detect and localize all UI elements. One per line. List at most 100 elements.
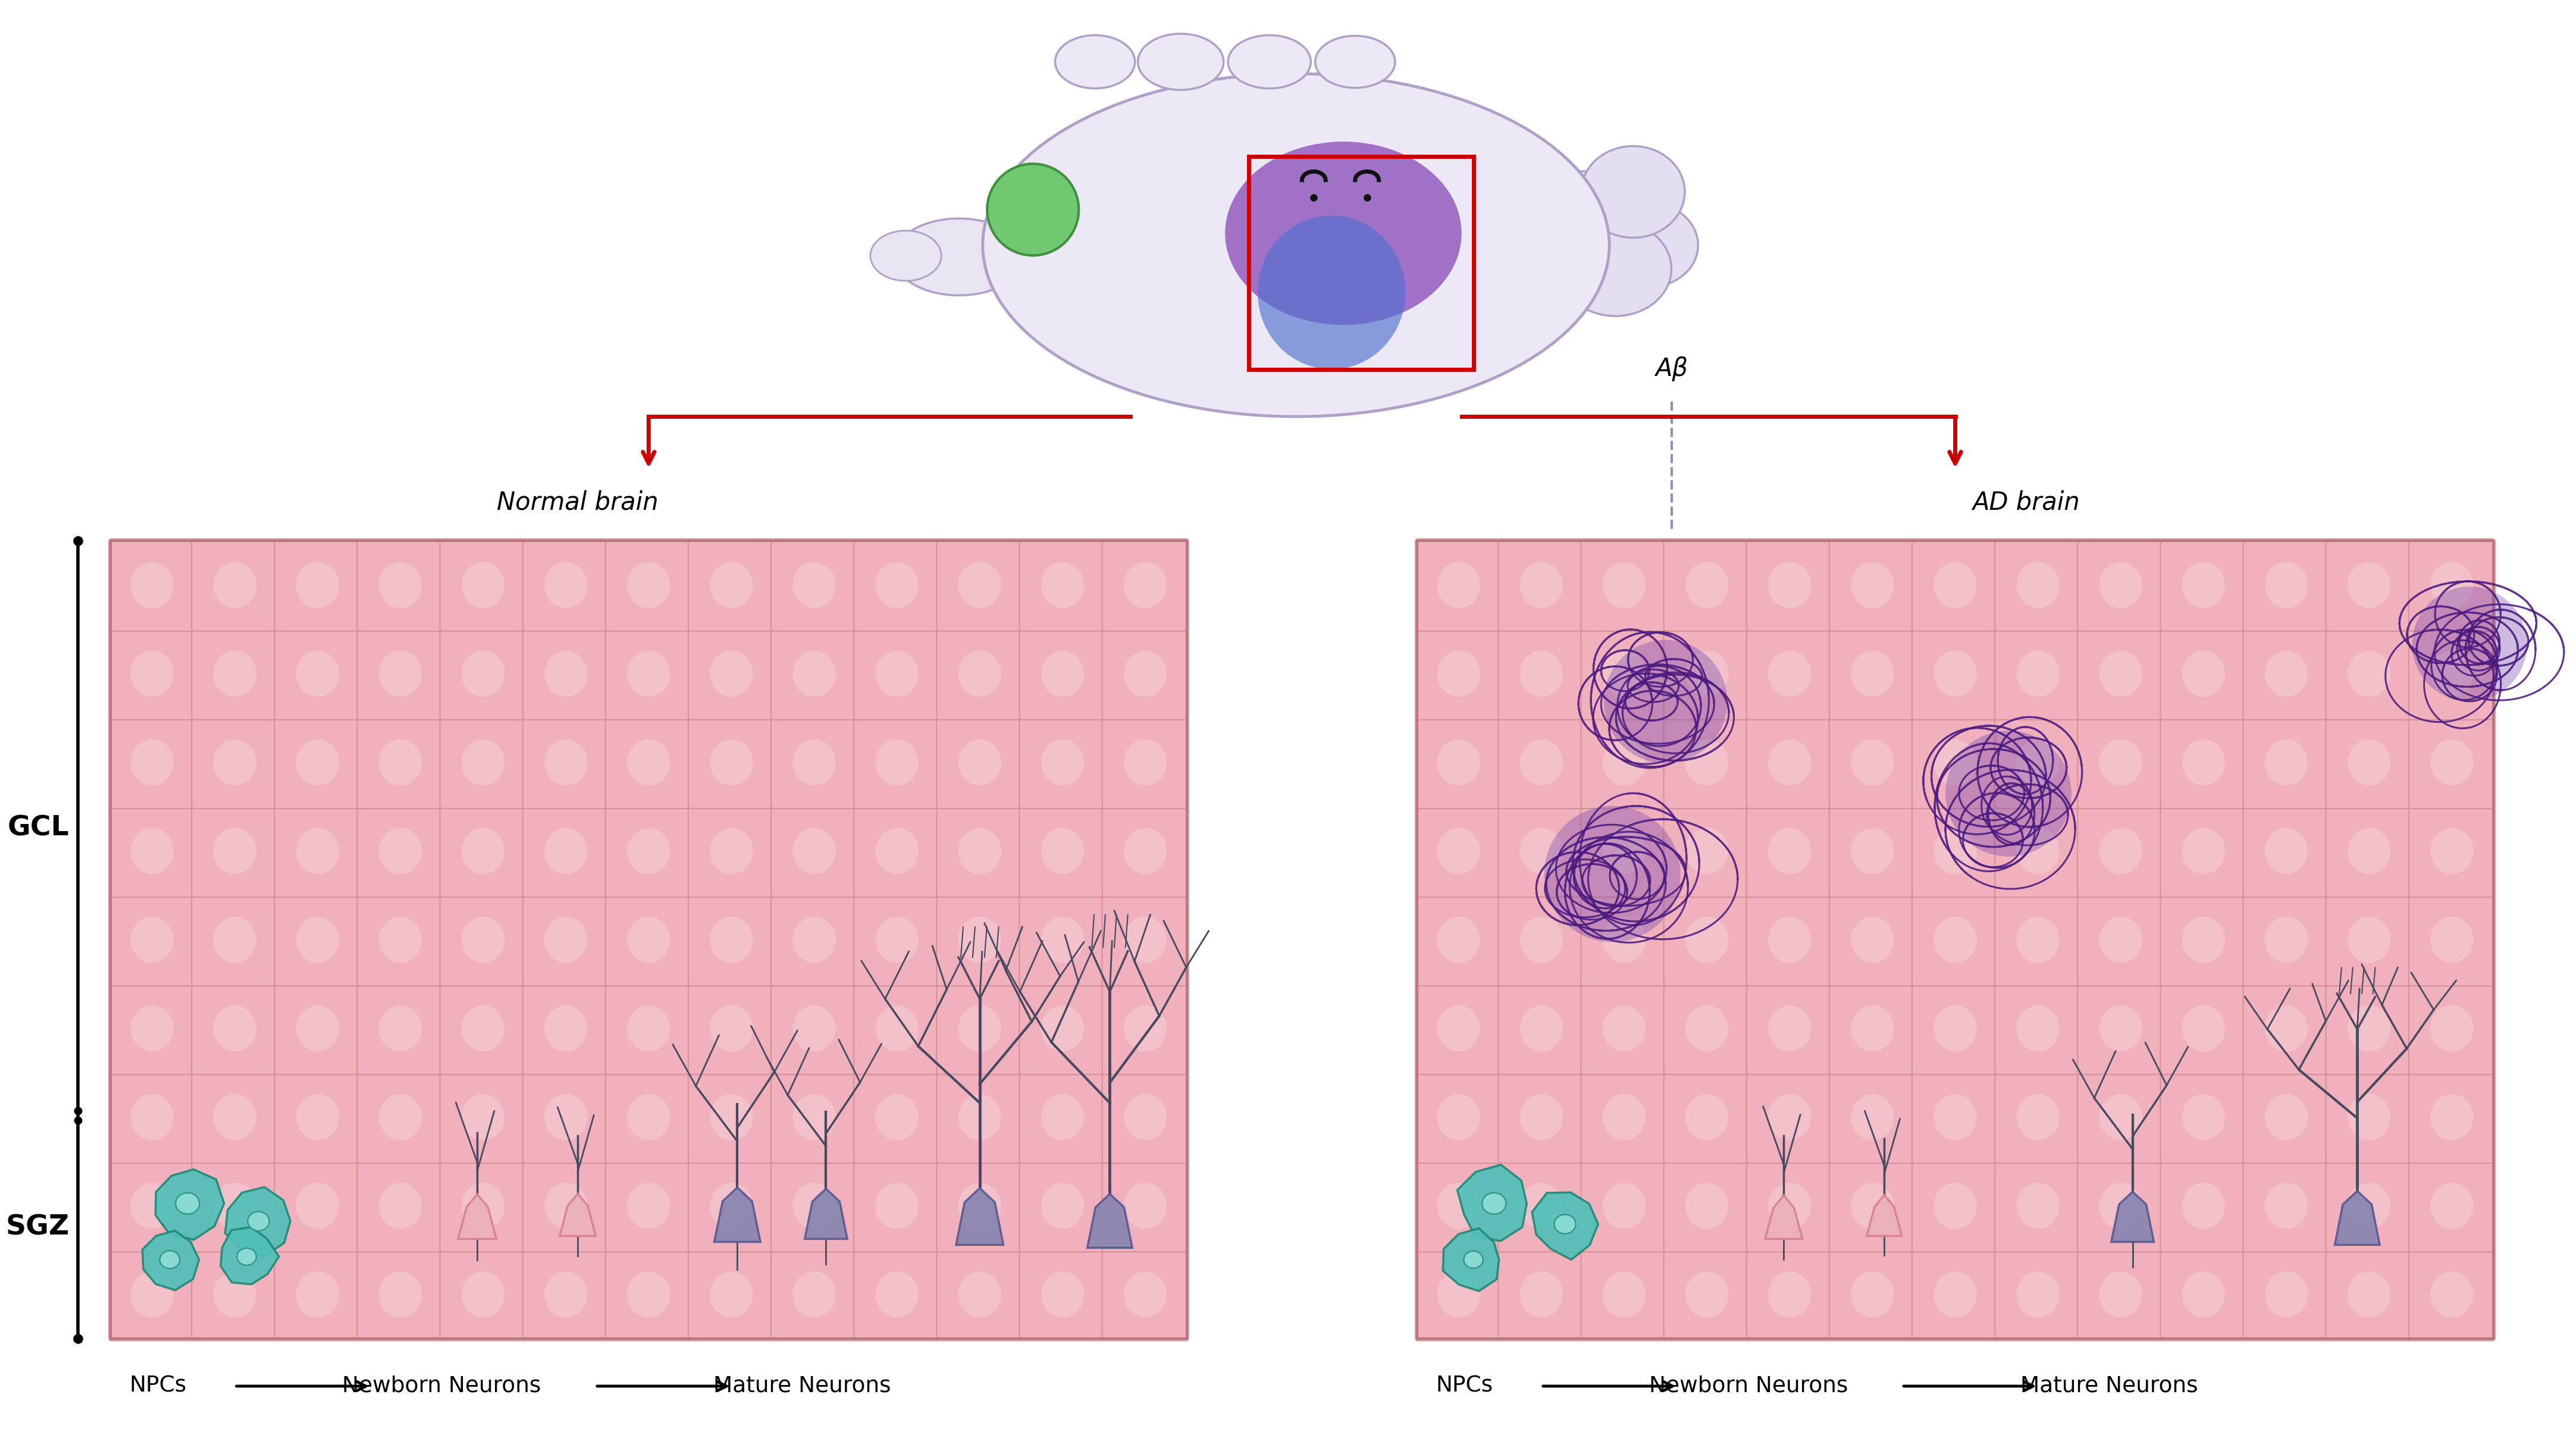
FancyBboxPatch shape: [2079, 538, 2164, 632]
Ellipse shape: [1852, 828, 1893, 874]
FancyBboxPatch shape: [1582, 1071, 1667, 1163]
FancyBboxPatch shape: [2161, 538, 2246, 632]
Ellipse shape: [2264, 916, 2308, 962]
FancyBboxPatch shape: [770, 982, 858, 1074]
FancyBboxPatch shape: [358, 1071, 443, 1163]
Polygon shape: [1458, 1164, 1528, 1242]
Ellipse shape: [379, 1005, 422, 1051]
FancyBboxPatch shape: [1994, 805, 2081, 898]
FancyBboxPatch shape: [2244, 627, 2329, 720]
FancyBboxPatch shape: [108, 805, 196, 898]
Ellipse shape: [296, 1094, 340, 1140]
Ellipse shape: [2017, 1183, 2061, 1229]
Ellipse shape: [214, 1183, 258, 1229]
FancyBboxPatch shape: [1994, 1249, 2081, 1340]
FancyBboxPatch shape: [2409, 1160, 2496, 1252]
FancyBboxPatch shape: [358, 982, 443, 1074]
FancyBboxPatch shape: [853, 538, 940, 632]
Ellipse shape: [544, 1094, 587, 1140]
Ellipse shape: [1437, 739, 1481, 786]
Ellipse shape: [626, 1005, 670, 1051]
FancyBboxPatch shape: [191, 1249, 278, 1340]
FancyBboxPatch shape: [1582, 894, 1667, 985]
FancyBboxPatch shape: [2079, 982, 2164, 1074]
Ellipse shape: [1520, 1094, 1564, 1140]
FancyBboxPatch shape: [191, 538, 278, 632]
Ellipse shape: [711, 561, 752, 609]
Ellipse shape: [876, 561, 920, 609]
FancyBboxPatch shape: [770, 1071, 858, 1163]
FancyBboxPatch shape: [1664, 894, 1749, 985]
Ellipse shape: [544, 916, 587, 962]
FancyBboxPatch shape: [2409, 538, 2496, 632]
Ellipse shape: [793, 1005, 835, 1051]
Ellipse shape: [793, 650, 835, 697]
Ellipse shape: [793, 561, 835, 609]
Ellipse shape: [1602, 650, 1646, 697]
FancyBboxPatch shape: [853, 1160, 940, 1252]
FancyBboxPatch shape: [440, 982, 526, 1074]
FancyBboxPatch shape: [1103, 1160, 1188, 1252]
Ellipse shape: [1123, 739, 1167, 786]
FancyBboxPatch shape: [1911, 982, 1999, 1074]
Ellipse shape: [247, 1211, 270, 1230]
Ellipse shape: [1520, 561, 1564, 609]
Polygon shape: [559, 1194, 595, 1236]
FancyBboxPatch shape: [1829, 627, 1917, 720]
Ellipse shape: [1685, 650, 1728, 697]
Ellipse shape: [793, 739, 835, 786]
Text: Newborn Neurons: Newborn Neurons: [1649, 1376, 1847, 1396]
Ellipse shape: [379, 561, 422, 609]
Ellipse shape: [2017, 916, 2061, 962]
Ellipse shape: [2182, 1094, 2226, 1140]
Ellipse shape: [981, 73, 1610, 417]
FancyBboxPatch shape: [938, 805, 1023, 898]
Ellipse shape: [894, 219, 1025, 295]
FancyBboxPatch shape: [1664, 1071, 1749, 1163]
Ellipse shape: [1463, 1252, 1484, 1269]
Ellipse shape: [1123, 1094, 1167, 1140]
Ellipse shape: [793, 1094, 835, 1140]
Ellipse shape: [1767, 916, 1811, 962]
Ellipse shape: [214, 650, 258, 697]
Polygon shape: [1443, 1229, 1499, 1292]
FancyBboxPatch shape: [2244, 538, 2329, 632]
FancyBboxPatch shape: [938, 1249, 1023, 1340]
Polygon shape: [1765, 1196, 1803, 1239]
FancyBboxPatch shape: [605, 538, 693, 632]
Ellipse shape: [2099, 561, 2143, 609]
FancyBboxPatch shape: [853, 894, 940, 985]
Text: Normal brain: Normal brain: [497, 490, 659, 514]
Text: Newborn Neurons: Newborn Neurons: [343, 1376, 541, 1396]
Ellipse shape: [1481, 1193, 1507, 1214]
FancyBboxPatch shape: [108, 627, 196, 720]
FancyBboxPatch shape: [2244, 1249, 2329, 1340]
FancyBboxPatch shape: [191, 627, 278, 720]
FancyBboxPatch shape: [1499, 1071, 1584, 1163]
FancyBboxPatch shape: [2161, 894, 2246, 985]
FancyBboxPatch shape: [1103, 627, 1188, 720]
Ellipse shape: [131, 739, 173, 786]
Ellipse shape: [1437, 650, 1481, 697]
FancyBboxPatch shape: [605, 1160, 693, 1252]
FancyBboxPatch shape: [2326, 982, 2411, 1074]
Text: GCL: GCL: [8, 815, 70, 842]
Ellipse shape: [2264, 739, 2308, 786]
Ellipse shape: [1602, 1183, 1646, 1229]
Ellipse shape: [2099, 650, 2143, 697]
Ellipse shape: [1520, 1272, 1564, 1317]
FancyBboxPatch shape: [605, 627, 693, 720]
FancyBboxPatch shape: [605, 716, 693, 809]
Ellipse shape: [2017, 1272, 2061, 1317]
FancyBboxPatch shape: [938, 1160, 1023, 1252]
Ellipse shape: [131, 828, 173, 874]
FancyBboxPatch shape: [2409, 982, 2496, 1074]
Ellipse shape: [296, 828, 340, 874]
FancyBboxPatch shape: [1582, 716, 1667, 809]
FancyBboxPatch shape: [1414, 982, 1502, 1074]
FancyBboxPatch shape: [1994, 982, 2081, 1074]
FancyBboxPatch shape: [605, 805, 693, 898]
FancyBboxPatch shape: [2326, 894, 2411, 985]
Ellipse shape: [793, 1272, 835, 1317]
Ellipse shape: [214, 1005, 258, 1051]
